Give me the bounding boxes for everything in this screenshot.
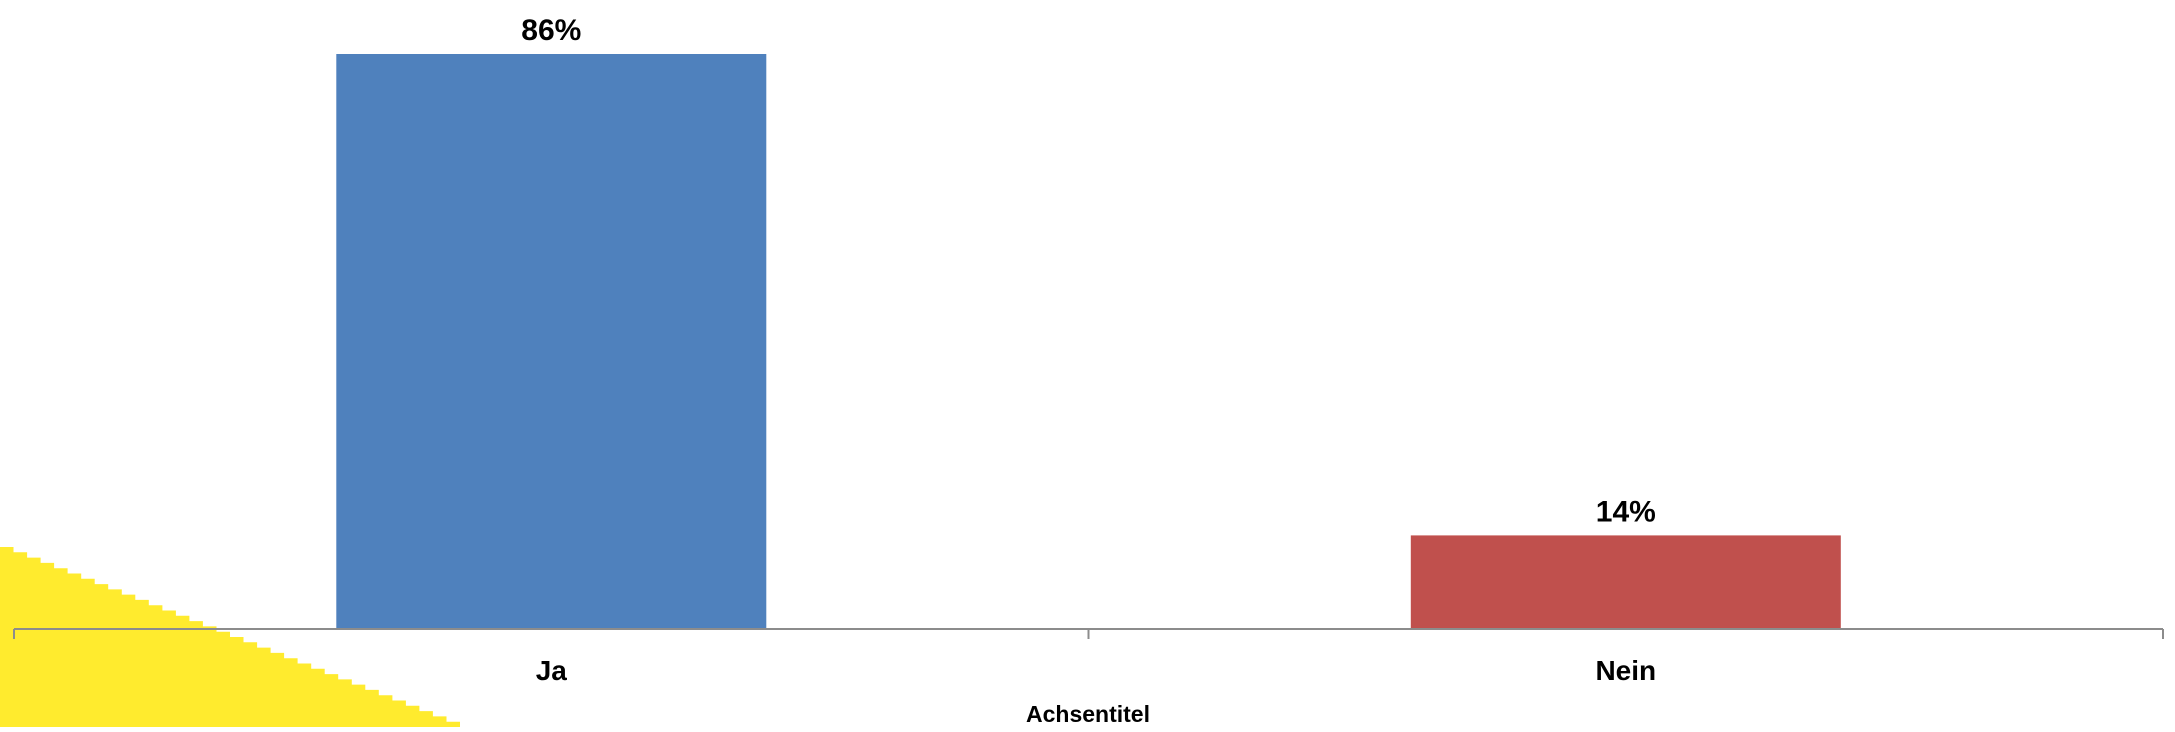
x-axis-title: Achsentitel	[1026, 701, 1150, 727]
bar-nein	[1410, 535, 1841, 629]
labels-group: 86% Ja 14% Nein	[521, 14, 1656, 686]
data-label-nein: 14%	[1596, 495, 1656, 528]
bars-group	[336, 54, 1841, 629]
yellow-corner-decoration	[0, 547, 460, 727]
x-axis	[13, 628, 2164, 639]
category-label-ja: Ja	[536, 655, 568, 686]
data-label-ja: 86%	[521, 14, 581, 47]
bar-ja	[336, 54, 767, 629]
category-label-nein: Nein	[1595, 655, 1656, 686]
